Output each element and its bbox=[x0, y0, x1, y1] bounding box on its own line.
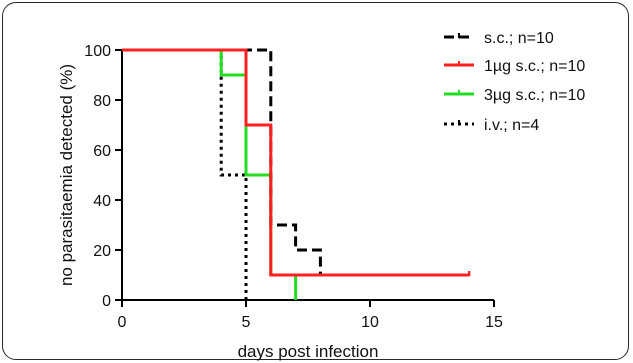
y-axis-title: no parasitaemia detected (%) bbox=[57, 64, 76, 286]
x-tick-label: 5 bbox=[242, 314, 251, 331]
y-tick-label: 20 bbox=[93, 243, 111, 260]
legend-label-1: 1µg s.c.; n=10 bbox=[484, 58, 585, 75]
series-line-3 bbox=[122, 48, 248, 300]
y-tick-label: 80 bbox=[93, 93, 111, 110]
series-layer bbox=[122, 48, 471, 300]
y-tick-label: 0 bbox=[102, 293, 111, 310]
chart-frame bbox=[2, 2, 629, 360]
legend-label-3: i.v.; n=4 bbox=[484, 117, 539, 134]
y-tick-label: 60 bbox=[93, 143, 111, 160]
legend: s.c.; n=10 1µg s.c.; n=10 3µg s.c.; n=10 i.… bbox=[444, 30, 585, 134]
y-tick-label: 100 bbox=[84, 43, 111, 60]
x-tick-label: 15 bbox=[485, 314, 503, 331]
x-tick-label: 10 bbox=[361, 314, 379, 331]
series-line-1 bbox=[122, 48, 470, 277]
y-tick-label: 40 bbox=[93, 193, 111, 210]
axes: 0 20 40 60 80 100 0 5 10 15 bbox=[84, 43, 503, 331]
legend-label-0: s.c.; n=10 bbox=[484, 30, 554, 47]
x-tick-label: 0 bbox=[118, 314, 127, 331]
series-line-0 bbox=[122, 48, 470, 277]
legend-label-2: 3µg s.c.; n=10 bbox=[484, 87, 585, 104]
x-axis-title: days post infection bbox=[238, 342, 379, 361]
